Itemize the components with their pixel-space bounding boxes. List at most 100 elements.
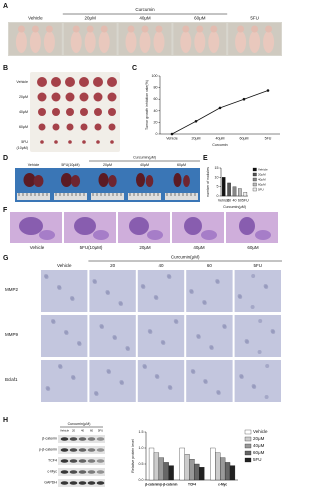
legend-swatch	[252, 167, 257, 172]
mouse	[139, 31, 151, 53]
tissue	[255, 230, 271, 240]
band	[87, 459, 96, 463]
bar	[229, 465, 236, 481]
ihc-image	[186, 270, 233, 312]
point	[242, 97, 246, 101]
legend-label: 5FU	[253, 457, 262, 462]
tumor	[94, 108, 102, 116]
cell	[265, 364, 270, 368]
x-tick-label: Vehicle	[218, 198, 230, 202]
ihc-image	[137, 270, 185, 312]
cell	[119, 302, 123, 306]
mouse-head	[72, 25, 80, 33]
band	[87, 437, 96, 441]
tumor	[110, 140, 114, 144]
mouse-head	[155, 25, 163, 33]
image-label: 20μM	[139, 245, 151, 250]
tumor	[96, 140, 100, 144]
lung	[98, 173, 109, 187]
cell	[120, 381, 124, 385]
panel-label: G	[3, 255, 9, 262]
band	[78, 448, 87, 452]
y-tick-label: 20	[154, 120, 158, 124]
tumor	[38, 123, 46, 131]
tumor	[80, 108, 88, 116]
x-tick-label: 40μM	[215, 136, 224, 140]
cell	[257, 350, 262, 354]
row-label: 40μM	[19, 110, 28, 114]
bar	[158, 457, 164, 481]
tumor	[40, 140, 44, 144]
cell	[271, 330, 276, 334]
x-tick-label: 5FU	[265, 136, 272, 140]
mouse	[180, 31, 192, 53]
column-label: 20μM	[103, 163, 112, 167]
mouse-head	[251, 25, 259, 33]
legend-swatch	[244, 457, 252, 463]
row-label: TCF4	[48, 458, 57, 462]
tumor	[51, 77, 61, 87]
mouse-head	[265, 25, 273, 33]
y-axis-label: Tumor growth inhibition rate(%)	[145, 80, 149, 130]
tumor-photo	[30, 72, 120, 152]
cell	[196, 335, 201, 339]
lane-label: 20	[72, 429, 76, 433]
group-label: Curcumin(μM)	[68, 422, 91, 426]
group-label: Curcumin(μM)	[171, 255, 200, 260]
tumor	[107, 92, 117, 102]
tumor	[52, 123, 60, 131]
column-label: Vehicle	[28, 163, 40, 167]
mouse	[98, 31, 110, 53]
mouse	[194, 31, 206, 53]
x-tick-label: 20μM	[191, 136, 200, 140]
cell	[126, 347, 130, 351]
cell	[216, 391, 221, 395]
band	[69, 437, 78, 441]
cell	[209, 346, 214, 350]
column-label: 20μM	[85, 16, 97, 21]
y-tick-label: 0	[156, 132, 158, 136]
column-label: 40μM	[140, 163, 149, 167]
cell	[141, 285, 146, 289]
legend-label: 20μM	[258, 172, 266, 176]
cell	[168, 386, 173, 390]
bar	[184, 454, 190, 481]
column-label: 5FU(10μM)	[61, 163, 79, 167]
cell	[252, 385, 257, 389]
cell	[161, 341, 166, 345]
image-label: 60μM	[247, 245, 259, 250]
bar	[168, 465, 174, 481]
tissue	[74, 217, 96, 235]
band	[60, 470, 69, 474]
y-tick-label: 0.5	[139, 462, 144, 466]
cell	[155, 375, 160, 379]
panel-label: H	[3, 417, 8, 424]
column-label: 20	[110, 263, 116, 268]
y-axis-label: Relative protein level	[131, 439, 135, 473]
tumor	[107, 77, 117, 87]
mouse-head	[100, 25, 108, 33]
mouse	[208, 31, 220, 53]
cell	[174, 320, 179, 324]
x-axis-label: Curcumin(μM)	[223, 205, 246, 209]
x-tick-label: c-Myc	[218, 482, 227, 486]
lung	[23, 173, 36, 187]
mouse-head	[31, 25, 39, 33]
cell	[51, 320, 56, 324]
y-tick-label: 0	[217, 194, 219, 198]
y-tick-label: 1.5	[139, 430, 144, 434]
ihc-image	[89, 270, 136, 312]
cell	[113, 336, 117, 340]
tumor	[54, 140, 58, 144]
cell	[250, 305, 255, 309]
legend-swatch	[252, 177, 257, 182]
lane-label: 60	[90, 429, 94, 433]
cell	[189, 290, 194, 294]
mouse	[43, 31, 55, 53]
legend-label: 5FU	[258, 187, 264, 191]
tumor	[37, 77, 47, 87]
bar	[179, 447, 185, 481]
cell	[251, 274, 256, 278]
mouse	[249, 31, 261, 53]
